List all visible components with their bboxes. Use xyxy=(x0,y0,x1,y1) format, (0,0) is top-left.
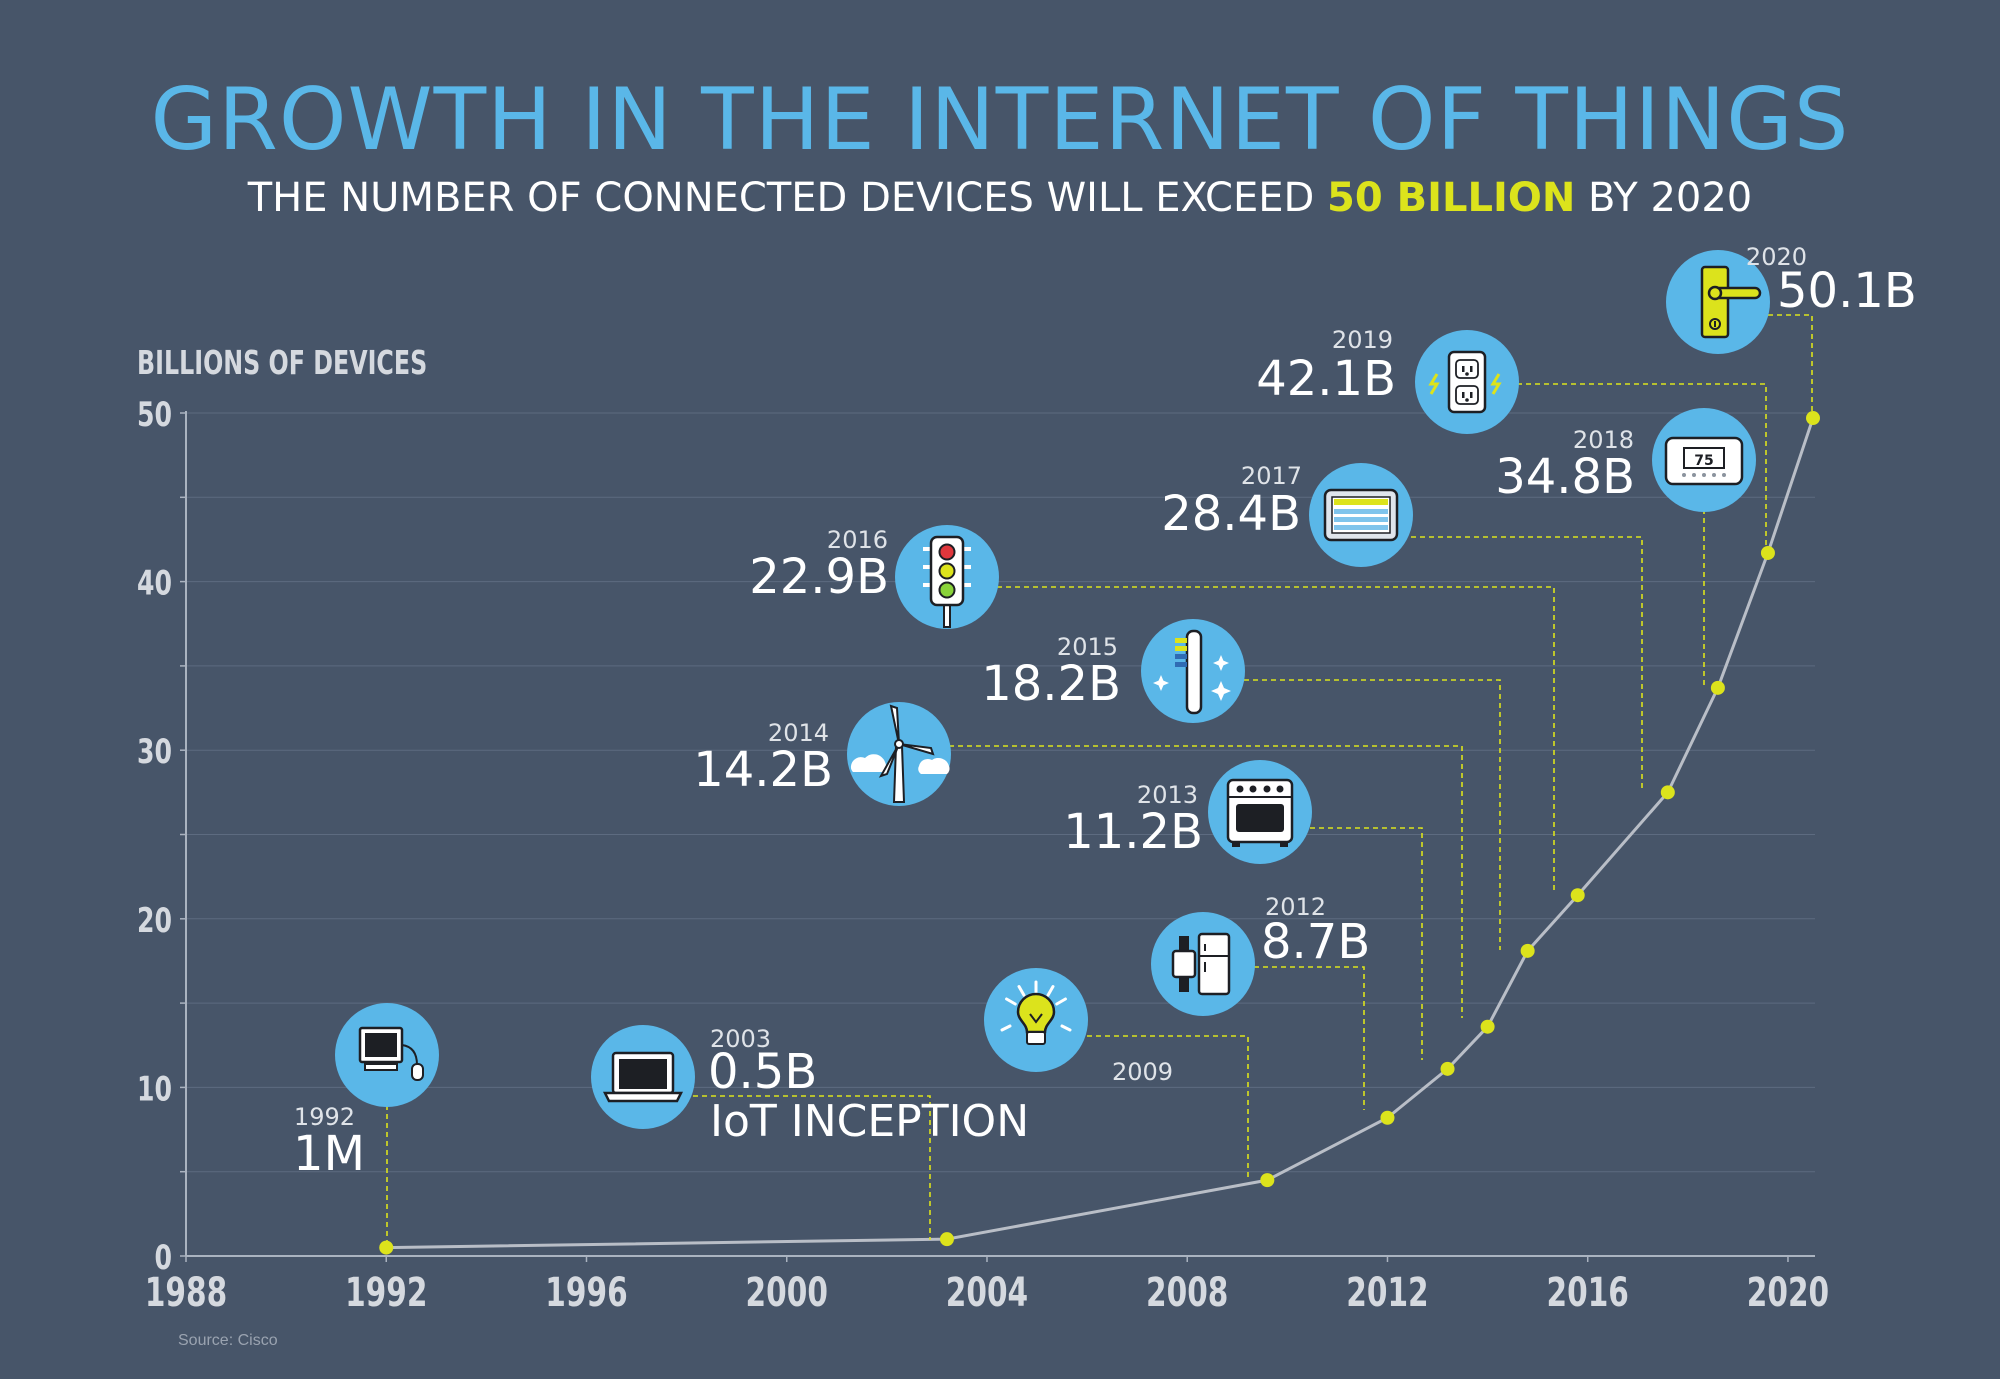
value-label: 42.1B xyxy=(1256,351,1396,407)
wind-turbine-icon xyxy=(850,704,950,803)
data-point xyxy=(939,1232,954,1247)
x-tick-label: 2000 xyxy=(746,1270,828,1317)
data-point xyxy=(1760,545,1775,560)
subtitle-text: THE NUMBER OF CONNECTED DEVICES WILL EXC… xyxy=(247,175,1328,221)
laptop-icon xyxy=(602,1051,684,1103)
value-label: 28.4B xyxy=(1161,486,1301,542)
value-label: 1M xyxy=(293,1126,365,1182)
leader-line xyxy=(1402,536,1643,790)
value-label: 8.7B xyxy=(1261,914,1370,970)
subtitle-end: BY 2020 xyxy=(1575,175,1753,221)
data-point xyxy=(1480,1019,1495,1034)
value-label: 18.2B xyxy=(981,656,1121,712)
data-point xyxy=(1710,680,1725,695)
year-label: 2012 xyxy=(1265,893,1326,921)
value-label: 0.5B xyxy=(708,1044,817,1100)
year-label: 2013 xyxy=(1137,781,1198,809)
x-tick-label: 1992 xyxy=(345,1270,427,1317)
year-label: 1992 xyxy=(294,1103,355,1131)
value-label: 34.8B xyxy=(1495,449,1635,505)
value-label: 22.9B xyxy=(749,549,889,605)
watch-fridge-icon xyxy=(1171,932,1231,996)
growth-line xyxy=(386,417,1815,1250)
leader-line xyxy=(988,586,1555,890)
year-label: 2018 xyxy=(1573,426,1634,454)
year-label: 2009 xyxy=(1112,1058,1173,1086)
value-label: 50.1B xyxy=(1777,263,1917,319)
chart-title: GROWTH IN THE INTERNET OF THINGS xyxy=(150,70,1850,170)
y-axis-label: BILLIONS OF DEVICES xyxy=(137,343,428,382)
thermostat-icon: 75 xyxy=(1664,436,1744,486)
leader-line xyxy=(1245,966,1365,1110)
tablet-icon xyxy=(1323,488,1399,542)
value-label: 14.2B xyxy=(693,742,833,798)
milestone-note: IoT INCEPTION xyxy=(710,1096,1029,1147)
data-point xyxy=(1440,1061,1455,1076)
leader-line xyxy=(1078,1035,1249,1180)
door-handle-icon xyxy=(1700,265,1762,339)
leader-line xyxy=(1235,679,1501,950)
source-note: Source: Cisco xyxy=(178,1332,278,1349)
subtitle-highlight: 50 BILLION xyxy=(1327,175,1576,221)
y-tick-label: 50 xyxy=(137,395,172,435)
value-label: 11.2B xyxy=(1063,804,1203,860)
data-point xyxy=(1380,1110,1395,1125)
year-label: 2015 xyxy=(1057,633,1118,661)
lightbulb-icon xyxy=(1000,980,1072,1045)
data-point xyxy=(1806,411,1820,426)
x-tick-label: 2008 xyxy=(1146,1270,1228,1317)
svg-text:75: 75 xyxy=(1694,453,1713,469)
y-tick-label: 30 xyxy=(137,733,172,773)
x-tick-label: 1988 xyxy=(145,1270,227,1317)
data-point xyxy=(1260,1173,1275,1188)
leader-line xyxy=(1759,314,1813,416)
power-outlet-icon xyxy=(1428,350,1502,414)
x-tick-label: 2020 xyxy=(1747,1270,1829,1317)
year-label: 2019 xyxy=(1332,326,1393,354)
desktop-computer-icon xyxy=(358,1026,424,1081)
traffic-light-icon xyxy=(923,535,971,628)
leader-line xyxy=(940,745,1463,1018)
y-tick-label: 40 xyxy=(137,564,172,604)
year-label: 2003 xyxy=(710,1025,771,1053)
year-label: 2017 xyxy=(1241,462,1302,490)
x-tick-label: 2004 xyxy=(946,1270,1028,1317)
y-tick-label: 20 xyxy=(137,901,172,941)
toothbrush-icon xyxy=(1153,629,1231,715)
year-label: 2014 xyxy=(768,719,829,747)
x-tick-label: 1996 xyxy=(545,1270,627,1317)
leader-line xyxy=(684,1095,931,1240)
leader-line xyxy=(1301,827,1423,1060)
year-label: 2020 xyxy=(1746,243,1807,271)
oven-icon xyxy=(1226,778,1294,847)
data-point xyxy=(1520,943,1535,958)
y-tick-label: 10 xyxy=(137,1070,172,1110)
chart-subtitle: THE NUMBER OF CONNECTED DEVICES WILL EXC… xyxy=(0,175,2000,221)
leader-line xyxy=(1508,383,1767,548)
data-point xyxy=(1660,785,1675,800)
year-label: 2016 xyxy=(827,526,888,554)
x-tick-label: 2016 xyxy=(1547,1270,1629,1317)
data-point xyxy=(1570,888,1585,903)
x-tick-label: 2012 xyxy=(1346,1270,1428,1317)
y-tick-label: 0 xyxy=(154,1238,172,1278)
data-point xyxy=(379,1240,394,1255)
